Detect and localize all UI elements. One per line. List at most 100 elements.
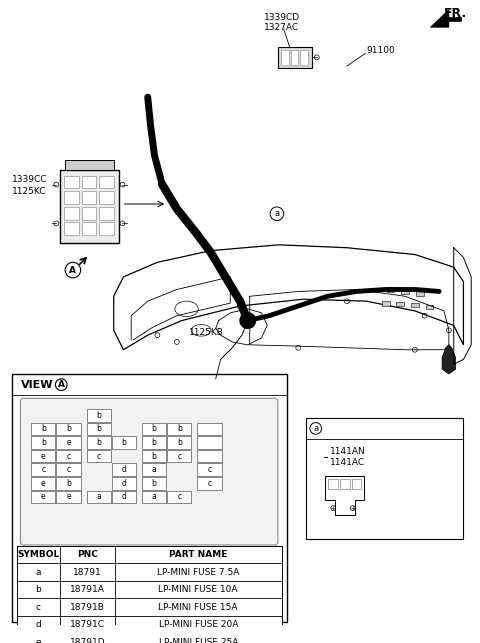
Text: 18791D: 18791D [70,638,105,643]
Text: 18791B: 18791B [70,602,105,611]
Bar [142,422,166,435]
Text: LP-MINI FUSE 25A: LP-MINI FUSE 25A [158,638,238,643]
Text: PART NAME: PART NAME [169,550,228,559]
Bar [290,50,298,65]
Bar [56,450,81,462]
Bar [64,222,79,235]
Bar [382,301,390,305]
Text: 1339CD: 1339CD [264,13,300,22]
Circle shape [310,422,322,434]
Bar [112,464,136,476]
Text: b: b [152,451,156,460]
Bar [197,436,222,449]
Bar [197,477,222,489]
Text: SYMBOL: SYMBOL [17,550,60,559]
Bar [142,491,166,503]
Text: b: b [41,438,46,447]
Bar [416,291,424,296]
Text: VIEW: VIEW [22,380,54,390]
Text: b: b [96,424,101,433]
Bar [197,464,222,476]
Text: e: e [36,638,41,643]
Text: e: e [41,451,46,460]
Text: b: b [177,424,182,433]
Text: a: a [275,209,279,218]
Text: 1125KB: 1125KB [189,328,223,337]
Circle shape [240,312,255,329]
Text: b: b [152,424,156,433]
Bar [167,491,192,503]
Bar [17,546,282,643]
Bar [142,477,166,489]
Text: 18791: 18791 [73,568,102,577]
Bar [12,374,287,622]
Bar [167,436,192,449]
Text: b: b [96,438,101,447]
Bar [142,464,166,476]
Text: FR.: FR. [444,7,467,20]
Text: A: A [70,266,76,275]
Text: a: a [152,493,156,502]
Bar [411,303,419,307]
Bar [56,464,81,476]
Text: b: b [177,438,182,447]
Bar [31,436,55,449]
Text: 1141AC: 1141AC [330,458,365,467]
Bar [197,422,222,435]
Text: c: c [66,451,71,460]
Circle shape [55,379,67,390]
Text: c: c [177,493,181,502]
Circle shape [270,207,284,221]
Text: c: c [96,451,101,460]
Text: b: b [41,424,46,433]
Text: c: c [66,465,71,474]
Bar [167,450,192,462]
Bar [82,176,96,188]
Bar [56,436,81,449]
Text: c: c [207,465,212,474]
Bar [31,477,55,489]
Bar [197,450,222,462]
Bar [306,418,463,539]
Bar [142,436,166,449]
Text: LP-MINI FUSE 7.5A: LP-MINI FUSE 7.5A [157,568,240,577]
Bar [328,479,338,489]
Bar [300,50,308,65]
Bar [352,479,361,489]
Text: a: a [313,424,318,433]
Text: a: a [96,493,101,502]
Bar [401,289,409,294]
Text: LP-MINI FUSE 15A: LP-MINI FUSE 15A [158,602,238,611]
Text: e: e [41,479,46,488]
Bar [64,176,79,188]
Bar [99,192,114,204]
Text: 18791A: 18791A [70,585,105,594]
Text: 1141AN: 1141AN [330,448,366,457]
Bar [60,170,119,243]
Text: 91100: 91100 [366,46,395,55]
Text: e: e [41,493,46,502]
Bar [31,491,55,503]
Bar [99,207,114,219]
Text: e: e [66,493,71,502]
Bar [396,302,404,307]
Bar [99,222,114,235]
Bar [65,160,114,170]
Bar [82,207,96,219]
Bar [112,491,136,503]
Text: d: d [121,465,126,474]
Bar [56,477,81,489]
Text: c: c [36,602,41,611]
Text: 1327AC: 1327AC [264,23,300,32]
Circle shape [213,378,218,383]
Text: LP-MINI FUSE 20A: LP-MINI FUSE 20A [158,620,238,629]
Bar [142,450,166,462]
Bar [112,477,136,489]
Text: b: b [152,479,156,488]
Bar [64,207,79,219]
Text: b: b [121,438,126,447]
Text: A: A [58,380,65,389]
Text: b: b [36,585,41,594]
Text: a: a [152,465,156,474]
Bar [31,422,55,435]
